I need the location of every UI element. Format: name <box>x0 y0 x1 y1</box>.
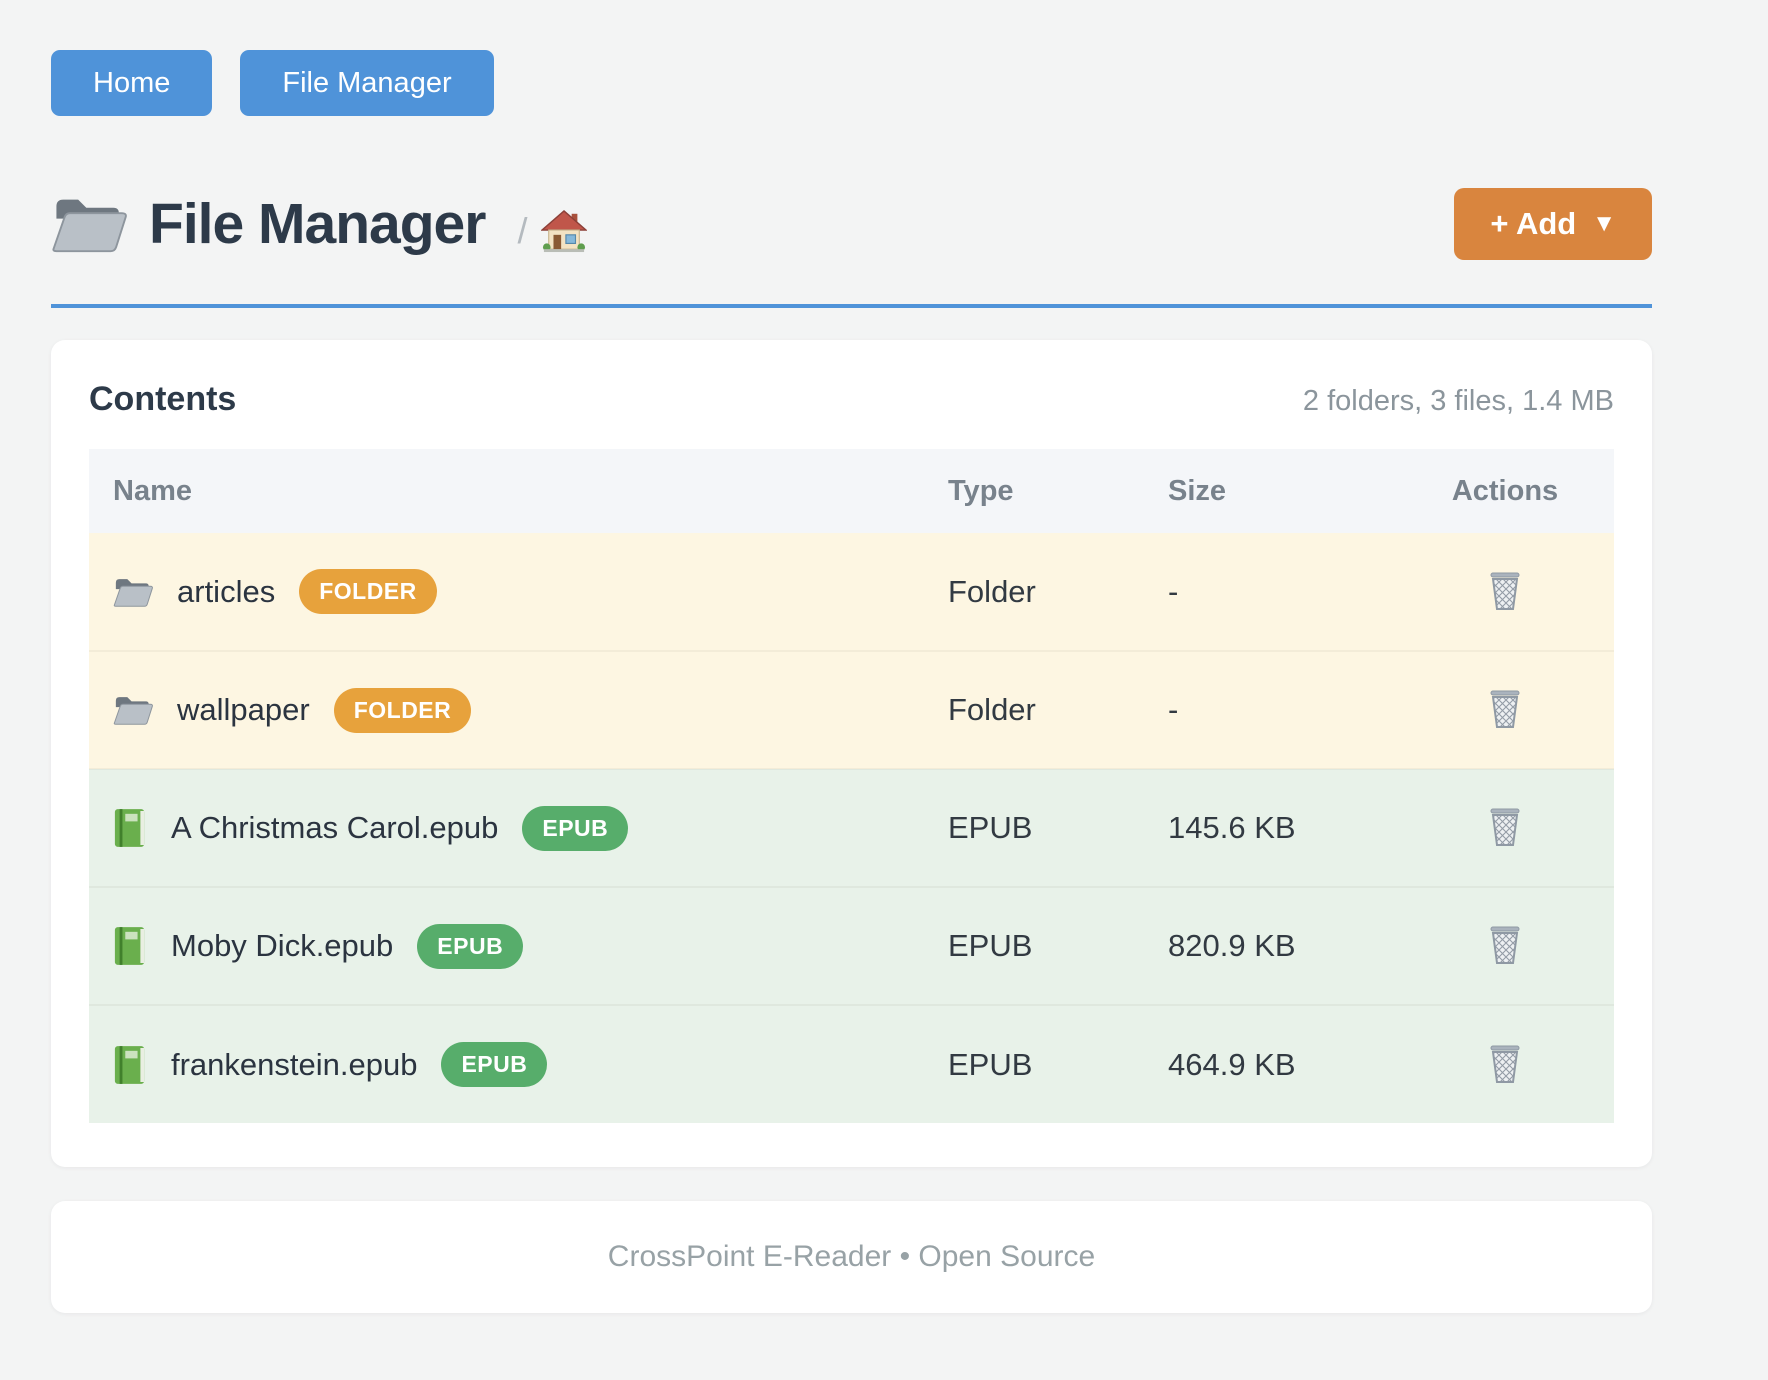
item-name[interactable]: articles <box>177 573 276 609</box>
table-row[interactable]: articles FOLDER Folder - <box>89 533 1614 651</box>
column-header-type: Type <box>948 474 1014 507</box>
footer-text: CrossPoint E-Reader • Open Source <box>607 1240 1096 1273</box>
delete-button[interactable] <box>1481 682 1529 737</box>
files-table-header-row: Name Type Size Actions <box>89 449 1614 533</box>
page: Home File Manager File Manager / <box>51 50 1652 1313</box>
trash-icon <box>1490 572 1520 610</box>
breadcrumb-separator: / <box>517 210 528 251</box>
item-name[interactable]: A Christmas Carol.epub <box>171 810 499 845</box>
chevron-down-icon: ▼ <box>1592 210 1616 237</box>
folder-icon <box>113 578 153 607</box>
page-title: File Manager <box>149 192 486 256</box>
item-size: - <box>1168 573 1179 609</box>
delete-button[interactable] <box>1481 918 1529 973</box>
home-icon[interactable] <box>541 209 588 253</box>
item-type: Folder <box>948 692 1036 727</box>
item-name[interactable]: frankenstein.epub <box>171 1046 418 1082</box>
contents-heading: Contents <box>89 380 237 418</box>
green-book-icon <box>114 927 145 965</box>
contents-summary: 2 folders, 3 files, 1.4 MB <box>1302 385 1614 417</box>
column-header-actions: Actions <box>1451 474 1559 507</box>
trash-icon <box>1490 1045 1520 1083</box>
item-type: EPUB <box>948 928 1033 963</box>
table-row[interactable]: frankenstein.epub EPUB EPUB 464.9 KB <box>89 1005 1614 1123</box>
item-size: 464.9 KB <box>1168 1046 1296 1082</box>
epub-badge: EPUB <box>522 805 629 851</box>
add-button-label: + Add <box>1490 206 1577 241</box>
column-header-size: Size <box>1168 474 1227 507</box>
files-table: Name Type Size Actions articles <box>89 449 1614 1123</box>
item-type: EPUB <box>948 1046 1033 1082</box>
epub-badge: EPUB <box>417 923 524 969</box>
column-header-name: Name <box>113 474 192 507</box>
footer-card: CrossPoint E-Reader • Open Source <box>51 1201 1652 1313</box>
delete-button[interactable] <box>1481 564 1529 619</box>
item-name[interactable]: wallpaper <box>177 692 310 727</box>
header-divider <box>51 304 1652 308</box>
open-folder-icon <box>52 199 127 253</box>
breadcrumb: / <box>517 209 588 253</box>
folder-icon <box>113 697 153 725</box>
delete-button[interactable] <box>1481 800 1529 855</box>
title-wrap: File Manager / <box>51 191 588 257</box>
nav-file-manager-button[interactable]: File Manager <box>240 50 494 116</box>
item-type: EPUB <box>948 810 1033 845</box>
add-button[interactable]: + Add ▼ <box>1454 188 1652 260</box>
delete-button[interactable] <box>1481 1037 1529 1092</box>
contents-card: Contents 2 folders, 3 files, 1.4 MB Name… <box>51 340 1652 1167</box>
green-book-icon <box>114 809 145 847</box>
trash-icon <box>1490 808 1520 846</box>
table-row[interactable]: Moby Dick.epub EPUB EPUB 820.9 KB <box>89 887 1614 1005</box>
trash-icon <box>1490 926 1520 964</box>
contents-card-header: Contents 2 folders, 3 files, 1.4 MB <box>89 380 1614 419</box>
table-row[interactable]: wallpaper FOLDER Folder - <box>89 651 1614 769</box>
folder-badge: FOLDER <box>299 569 437 614</box>
table-row[interactable]: A Christmas Carol.epub EPUB EPUB 145.6 K… <box>89 769 1614 887</box>
item-size: 820.9 KB <box>1168 928 1296 963</box>
item-size: - <box>1168 692 1179 727</box>
nav-home-button[interactable]: Home <box>51 50 213 116</box>
page-header: File Manager / + Add ▼ <box>51 188 1652 260</box>
item-type: Folder <box>948 573 1036 609</box>
top-nav: Home File Manager <box>51 50 1652 116</box>
trash-icon <box>1490 690 1520 728</box>
item-name[interactable]: Moby Dick.epub <box>171 928 394 963</box>
epub-badge: EPUB <box>441 1042 548 1087</box>
folder-badge: FOLDER <box>333 687 472 733</box>
green-book-icon <box>114 1045 145 1084</box>
item-size: 145.6 KB <box>1168 810 1296 845</box>
